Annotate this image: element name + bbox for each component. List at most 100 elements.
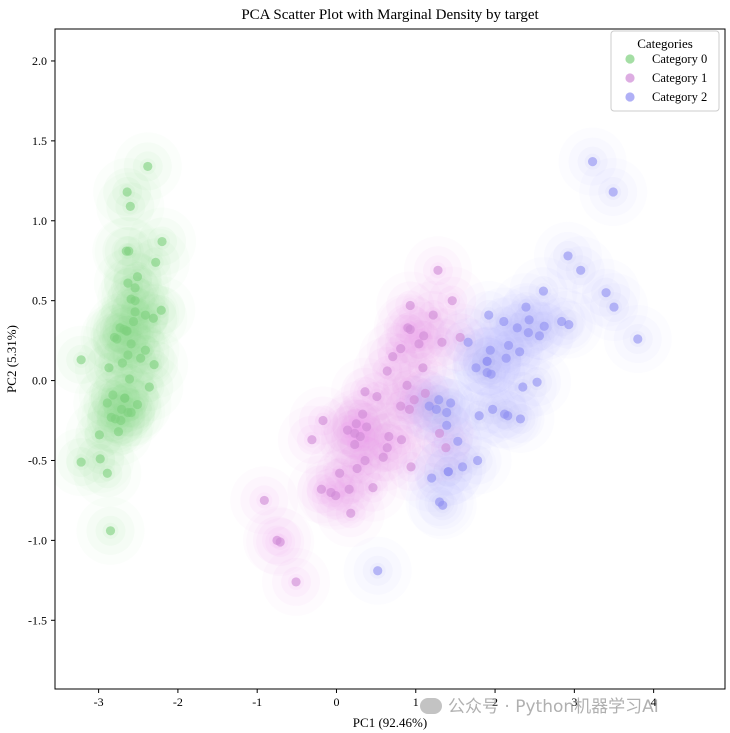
legend-box bbox=[610, 30, 720, 112]
density-contours bbox=[57, 137, 662, 606]
data-point bbox=[434, 497, 445, 507]
data-point bbox=[136, 353, 146, 363]
data-point bbox=[424, 401, 434, 411]
x-axis: -3 -2 -1 0 1 2 3 4 bbox=[94, 689, 657, 709]
legend-label: Category 1 bbox=[652, 71, 707, 85]
data-point bbox=[601, 288, 611, 298]
data-point bbox=[382, 443, 392, 453]
data-point bbox=[539, 321, 549, 331]
y-axis: -1.5 -1.0 -0.5 0.0 0.5 1.0 1.5 2.0 bbox=[28, 54, 55, 627]
y-tick-label: 0.5 bbox=[32, 294, 47, 308]
data-point bbox=[360, 387, 370, 397]
data-point bbox=[307, 435, 317, 445]
data-point bbox=[488, 404, 498, 414]
data-point bbox=[350, 439, 360, 450]
data-point bbox=[148, 313, 158, 323]
data-point bbox=[404, 404, 415, 414]
data-point bbox=[633, 334, 643, 344]
data-point bbox=[120, 393, 130, 403]
data-point bbox=[473, 455, 483, 466]
data-point bbox=[362, 422, 372, 432]
data-point bbox=[608, 187, 618, 197]
data-point bbox=[358, 409, 368, 419]
legend-items: Category 0 Category 1 Category 2 bbox=[625, 52, 707, 104]
data-point bbox=[538, 286, 549, 296]
y-axis-label: PC2 (5.31%) bbox=[4, 325, 19, 393]
data-point bbox=[126, 339, 136, 349]
data-point bbox=[105, 526, 116, 536]
data-point bbox=[352, 463, 362, 474]
data-point bbox=[557, 316, 567, 327]
data-point bbox=[534, 331, 545, 341]
data-point bbox=[108, 390, 118, 400]
data-point bbox=[501, 353, 511, 363]
data-point bbox=[524, 315, 534, 325]
data-point bbox=[482, 356, 492, 366]
data-point bbox=[140, 345, 150, 355]
data-point bbox=[122, 187, 132, 197]
y-tick-label: 0.0 bbox=[32, 374, 47, 388]
data-point bbox=[76, 355, 86, 365]
data-point bbox=[428, 310, 438, 320]
data-point bbox=[344, 484, 354, 494]
data-point bbox=[434, 428, 445, 438]
x-tick-label: 0 bbox=[333, 695, 339, 709]
data-point bbox=[104, 363, 114, 373]
data-point bbox=[132, 272, 143, 282]
data-point bbox=[94, 430, 105, 440]
data-point bbox=[396, 401, 406, 411]
data-point bbox=[437, 337, 447, 347]
data-point bbox=[116, 415, 126, 426]
data-point bbox=[396, 344, 406, 354]
data-point bbox=[503, 340, 514, 351]
plot-area bbox=[57, 137, 662, 606]
data-point bbox=[521, 302, 531, 312]
data-point bbox=[418, 363, 428, 373]
data-point bbox=[587, 157, 598, 167]
data-point bbox=[157, 236, 167, 247]
data-point bbox=[130, 296, 140, 306]
data-point bbox=[434, 395, 444, 405]
data-point bbox=[360, 455, 370, 466]
data-point bbox=[515, 347, 525, 357]
x-tick-label: -1 bbox=[252, 695, 262, 709]
data-point bbox=[442, 420, 452, 430]
legend-label: Category 0 bbox=[652, 52, 707, 66]
data-point bbox=[518, 382, 528, 392]
data-point bbox=[106, 412, 116, 422]
data-point bbox=[122, 326, 132, 336]
data-point bbox=[419, 331, 429, 341]
legend-label: Category 2 bbox=[652, 90, 707, 104]
data-point bbox=[523, 328, 533, 338]
data-point bbox=[346, 508, 356, 518]
data-point bbox=[499, 316, 509, 327]
data-point bbox=[457, 462, 468, 472]
data-point bbox=[563, 251, 573, 261]
x-tick-label: -3 bbox=[94, 695, 104, 709]
data-point bbox=[76, 457, 86, 467]
data-point bbox=[484, 310, 494, 320]
data-point bbox=[113, 427, 124, 437]
series-1-points bbox=[76, 161, 167, 536]
data-point bbox=[609, 302, 619, 312]
legend-marker bbox=[625, 92, 635, 102]
data-point bbox=[441, 443, 451, 453]
data-point bbox=[396, 435, 407, 445]
data-point bbox=[149, 359, 159, 370]
scatter-points bbox=[76, 157, 643, 587]
data-point bbox=[123, 350, 133, 360]
legend-marker bbox=[625, 73, 635, 83]
series-2-points bbox=[259, 265, 465, 587]
data-point bbox=[576, 265, 586, 275]
data-point bbox=[126, 407, 136, 418]
y-tick-label: -0.5 bbox=[28, 453, 47, 467]
data-point bbox=[564, 320, 574, 330]
data-point bbox=[414, 339, 424, 349]
data-point bbox=[140, 310, 150, 320]
data-point bbox=[482, 367, 492, 378]
data-point bbox=[102, 398, 112, 408]
data-point bbox=[125, 201, 135, 211]
watermark: 公众号 · Python机器学习AI bbox=[420, 692, 659, 717]
data-point bbox=[532, 377, 542, 387]
data-point bbox=[291, 577, 301, 587]
